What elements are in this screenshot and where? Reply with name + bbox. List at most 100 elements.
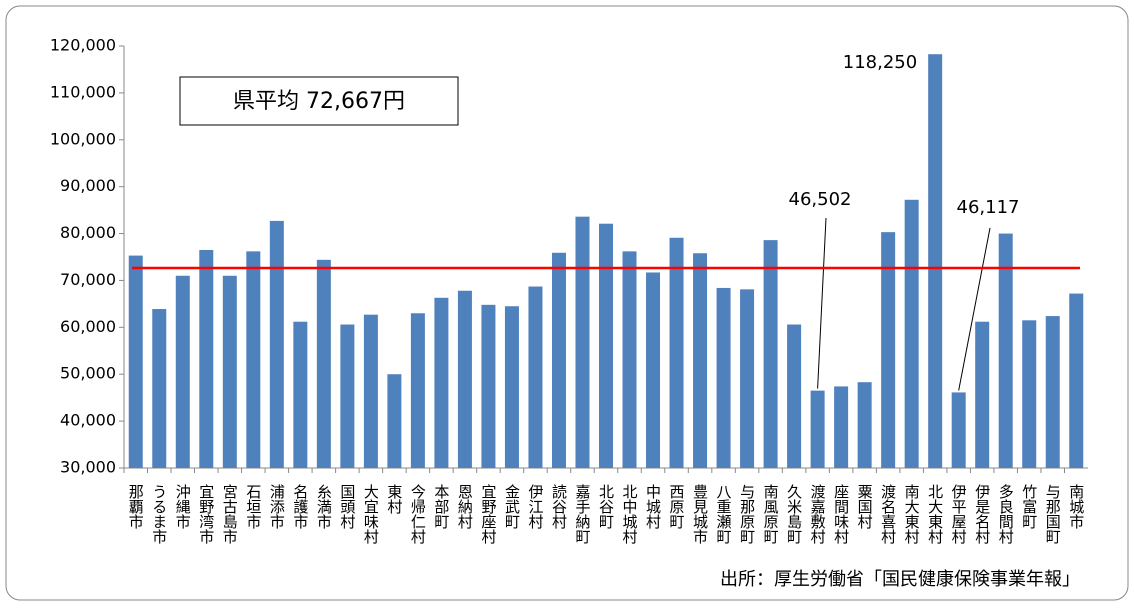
y-tick-label: 60,000 — [60, 317, 116, 336]
x-tick-label: 南城市 — [1067, 484, 1085, 529]
bar — [575, 216, 590, 468]
bar — [551, 252, 566, 468]
x-tick-label: 座間味村 — [832, 484, 850, 544]
x-tick-label: 南大東村 — [903, 484, 921, 544]
source: 出所：厚生労働省「国民健康保険事業年報」 — [720, 569, 1080, 590]
x-tick-label: 金武町 — [503, 484, 521, 529]
x-tick-label: 北中城村 — [621, 484, 639, 544]
x-tick-label: 南風原町 — [762, 484, 780, 544]
bar — [340, 324, 355, 468]
x-tick-label: 国頭村 — [338, 484, 356, 529]
x-tick-label: 渡名喜村 — [879, 484, 897, 544]
x-tick-label: うるま市 — [150, 484, 168, 544]
bar — [504, 306, 519, 468]
bar — [481, 304, 496, 468]
x-tick-label: 糸満市 — [315, 484, 333, 529]
x-tick-label: 久米島町 — [785, 484, 803, 544]
bar — [528, 286, 543, 468]
value-label: 46,502 — [789, 189, 852, 210]
bar — [222, 275, 237, 468]
x-tick-label: 与那原町 — [738, 484, 756, 544]
x-tick-label: 大宜味村 — [362, 484, 380, 544]
leader-line — [958, 227, 991, 391]
bar — [363, 314, 378, 468]
x-tick-label: 石垣市 — [244, 484, 262, 529]
x-tick-label: 浦添市 — [268, 484, 286, 529]
y-tick-label: 30,000 — [60, 458, 116, 477]
bar — [998, 233, 1013, 468]
bar — [1022, 320, 1037, 468]
bar — [951, 392, 966, 468]
y-tick-label: 50,000 — [60, 364, 116, 383]
x-tick-label: 八重瀬町 — [715, 484, 733, 544]
x-tick-label: 粟国村 — [856, 484, 874, 529]
x-tick-label: 宮古島市 — [221, 484, 239, 544]
bar — [928, 54, 943, 468]
x-tick-label: 宜野湾市 — [197, 484, 215, 544]
x-tick-label: 豊見城市 — [691, 484, 709, 544]
y-tick-label: 80,000 — [60, 223, 116, 242]
y-tick-label: 90,000 — [60, 176, 116, 195]
bar — [199, 249, 214, 468]
bar — [881, 232, 896, 468]
x-tick-label: 名護市 — [291, 484, 309, 529]
bar — [693, 253, 708, 468]
bar — [410, 313, 425, 468]
leader-line — [817, 217, 827, 389]
x-tick-label: 宜野座村 — [479, 484, 497, 544]
y-tick-label: 70,000 — [60, 270, 116, 289]
x-tick-label: 渡嘉敷村 — [809, 484, 827, 544]
x-tick-label: 北大東村 — [926, 484, 944, 544]
x-tick-label: 嘉手納町 — [573, 484, 591, 544]
average-label: 県平均 72,667円 — [233, 89, 405, 114]
bar — [669, 237, 684, 468]
bar — [740, 289, 755, 468]
x-tick-label: 沖縄市 — [174, 484, 192, 529]
x-tick-label: 北谷町 — [597, 484, 615, 529]
bar — [316, 259, 331, 468]
x-tick-label: 伊平屋村 — [950, 484, 968, 544]
value-label: 46,117 — [957, 197, 1020, 218]
y-tick-label: 40,000 — [60, 411, 116, 430]
x-tick-label: 伊江村 — [526, 484, 544, 529]
x-tick-label: 中城村 — [644, 484, 662, 529]
x-tick-label: 伊是名村 — [973, 484, 991, 544]
x-tick-label: 読谷村 — [550, 484, 568, 529]
bar — [834, 386, 849, 468]
value-label: 118,250 — [843, 52, 917, 73]
x-tick-label: 東村 — [385, 484, 403, 514]
y-tick-label: 120,000 — [50, 36, 116, 55]
average-box — [179, 76, 459, 126]
x-tick-label: 今帰仁村 — [409, 484, 427, 544]
x-tick-label: 与那国町 — [1044, 484, 1062, 544]
bar — [646, 272, 661, 468]
bar — [1069, 293, 1084, 468]
bar — [152, 309, 167, 468]
bar — [622, 251, 637, 468]
bar — [975, 321, 990, 468]
bar — [293, 321, 308, 468]
bar — [246, 251, 261, 468]
bar — [128, 255, 143, 468]
x-tick-label: 本部町 — [432, 484, 450, 529]
bar — [175, 275, 190, 468]
y-tick-label: 100,000 — [50, 129, 116, 148]
y-tick-label: 110,000 — [50, 82, 116, 101]
x-tick-label: 那覇市 — [127, 484, 145, 529]
bar — [1045, 316, 1060, 468]
bar — [904, 199, 919, 468]
bar — [387, 374, 402, 468]
x-tick-label: 多良間村 — [997, 484, 1015, 544]
x-tick-label: 竹富町 — [1020, 484, 1038, 529]
bar — [716, 287, 731, 468]
bar — [269, 220, 284, 468]
x-tick-label: 恩納村 — [456, 484, 474, 529]
bar — [763, 240, 778, 468]
bar — [857, 382, 872, 468]
bar — [810, 390, 825, 468]
bar — [599, 223, 613, 468]
x-tick-label: 西原町 — [668, 484, 686, 529]
bar — [787, 324, 802, 468]
